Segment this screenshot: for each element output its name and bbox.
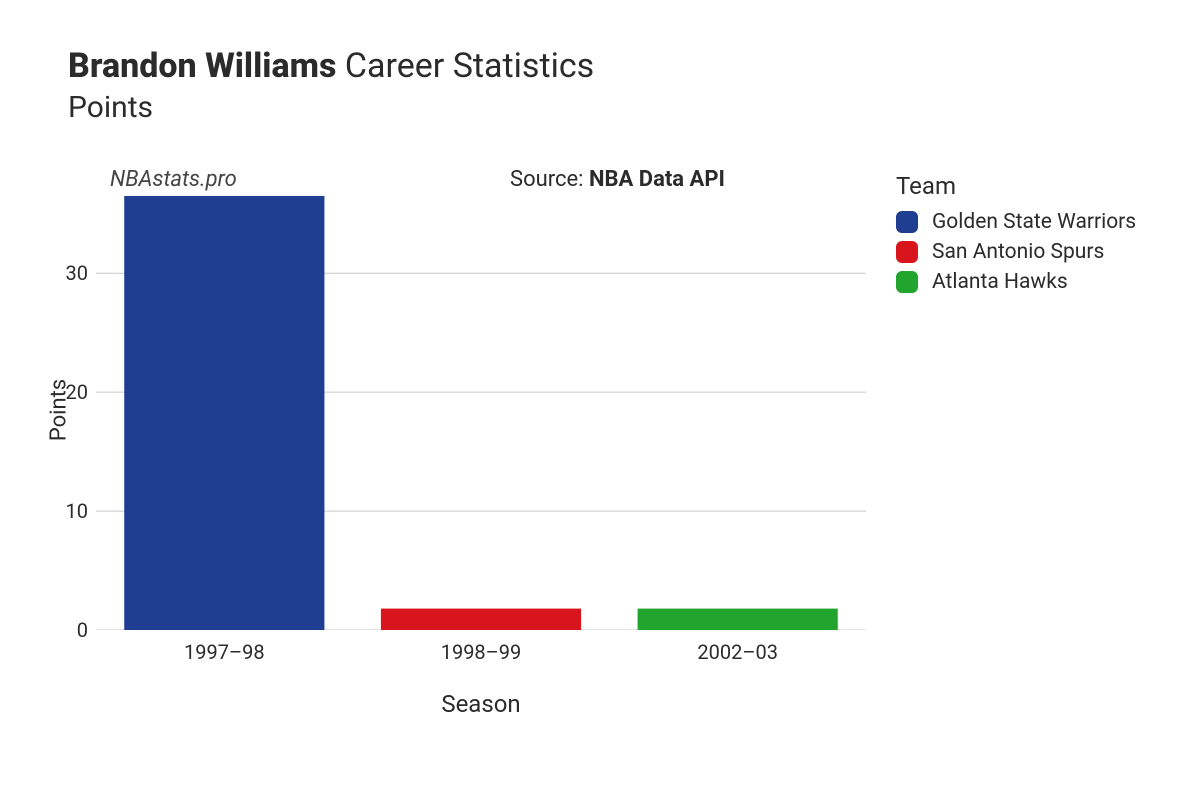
y-tick-label: 10: [66, 499, 88, 523]
x-tick-label: 1997–98: [184, 640, 265, 664]
legend-swatch: [896, 241, 918, 263]
chart-container: Brandon Williams Career Statistics Point…: [0, 0, 1200, 800]
bar: [381, 609, 581, 630]
plot-svg: [96, 190, 866, 630]
chart-subtitle: Points: [68, 90, 594, 125]
legend-item: Atlanta Hawks: [896, 270, 1136, 294]
x-tick-label: 2002–03: [697, 640, 778, 664]
title-block: Brandon Williams Career Statistics Point…: [68, 46, 594, 125]
watermark-text: NBAstats.pro: [110, 167, 237, 192]
legend-item: Golden State Warriors: [896, 210, 1136, 234]
legend-label: Atlanta Hawks: [932, 270, 1068, 294]
legend-item: San Antonio Spurs: [896, 240, 1136, 264]
y-tick-label: 0: [77, 618, 88, 642]
legend: Team Golden State Warriors San Antonio Sp…: [896, 172, 1136, 300]
y-tick-label: 20: [66, 380, 88, 404]
source-prefix: Source:: [510, 167, 589, 192]
chart-title: Brandon Williams Career Statistics: [68, 46, 594, 86]
y-tick-label: 30: [66, 261, 88, 285]
x-axis-label: Season: [96, 690, 866, 718]
legend-title: Team: [896, 172, 1136, 200]
player-name: Brandon Williams: [68, 46, 336, 86]
bar: [638, 609, 838, 630]
source-attribution: Source: NBA Data API: [510, 167, 725, 192]
legend-label: Golden State Warriors: [932, 210, 1136, 234]
legend-swatch: [896, 211, 918, 233]
plot-area: [96, 190, 866, 630]
x-tick-label: 1998–99: [441, 640, 522, 664]
bar: [124, 196, 324, 630]
source-name: NBA Data API: [589, 167, 725, 192]
legend-label: San Antonio Spurs: [932, 240, 1104, 264]
legend-items: Golden State Warriors San Antonio Spurs At…: [896, 210, 1136, 294]
legend-swatch: [896, 271, 918, 293]
title-suffix: Career Statistics: [345, 46, 594, 86]
